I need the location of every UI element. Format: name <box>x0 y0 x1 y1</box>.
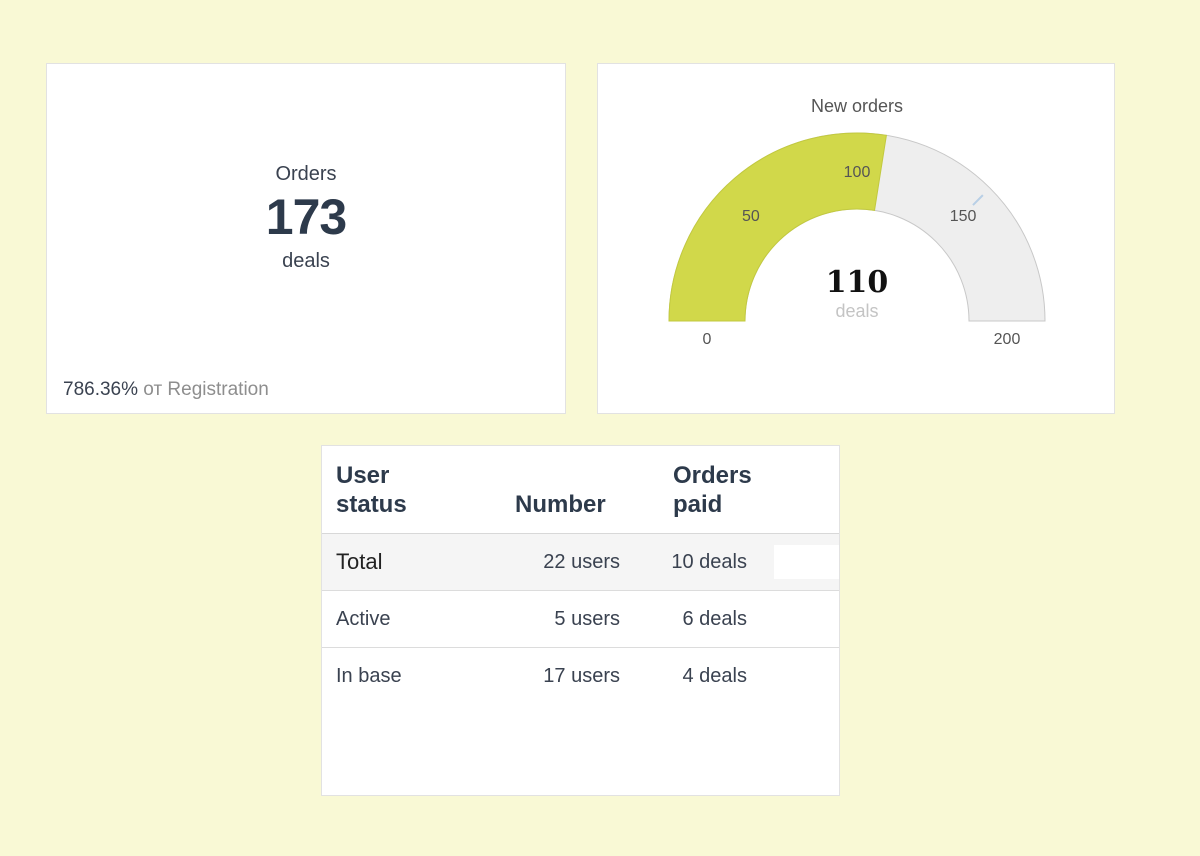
conversion-label: от Registration <box>143 379 269 400</box>
orders-title: Orders <box>275 163 337 185</box>
gauge-tick-label: 150 <box>950 208 977 225</box>
orders-unit: deals <box>282 250 330 272</box>
header-user-status: User status <box>336 461 407 519</box>
gauge-title: New orders <box>811 96 903 116</box>
gauge-tick-labels: 0 50 100 150 200 <box>703 164 1021 348</box>
user-status-table: User status Number Orders paid Total 22 … <box>321 445 840 796</box>
gauge-marker <box>972 194 984 206</box>
gauge-tick-label: 100 <box>844 164 871 181</box>
new-orders-gauge: New orders 0 50 100 150 200 110 deals <box>668 96 1046 348</box>
gauge-fill <box>668 132 887 322</box>
row-orders-paid: 6 deals <box>682 608 748 630</box>
header-orders-paid: Orders paid <box>673 461 752 519</box>
gauge-tick-label: 50 <box>742 208 760 225</box>
header-number: Number <box>515 491 606 518</box>
orders-count: 173 <box>265 189 347 245</box>
header-user-status-line1: User <box>336 462 390 489</box>
orders-card: Orders 173 deals 786.36% от Registration <box>46 63 566 414</box>
row-extra-cell <box>774 545 839 579</box>
gauge-tick-label: 200 <box>994 331 1021 348</box>
new-orders-gauge-card: New orders 0 50 100 150 200 110 deals <box>597 63 1115 414</box>
row-number: 5 users <box>554 608 620 630</box>
gauge-value: 110 <box>826 265 889 300</box>
header-orders-paid-line1: Orders <box>673 462 752 489</box>
table-row-total: Total 22 users 10 deals <box>322 534 839 591</box>
header-user-status-line2: status <box>336 491 407 518</box>
table-header: User status Number Orders paid <box>322 446 839 534</box>
row-orders-paid: 4 deals <box>682 665 748 687</box>
table-row-active: Active 5 users 6 deals <box>322 591 839 648</box>
row-orders-paid: 10 deals <box>671 551 747 573</box>
row-status: Total <box>336 549 383 574</box>
gauge-tick-label: 0 <box>703 331 712 348</box>
row-status: In base <box>336 665 402 687</box>
row-number: 22 users <box>543 551 620 573</box>
orders-conversion: 786.36% от Registration <box>63 379 269 401</box>
gauge-unit: deals <box>835 301 878 321</box>
row-status: Active <box>336 608 391 630</box>
row-number: 17 users <box>543 665 620 687</box>
conversion-percent: 786.36% <box>63 379 139 400</box>
table-row-in-base: In base 17 users 4 deals <box>322 648 839 704</box>
header-orders-paid-line2: paid <box>673 491 723 518</box>
